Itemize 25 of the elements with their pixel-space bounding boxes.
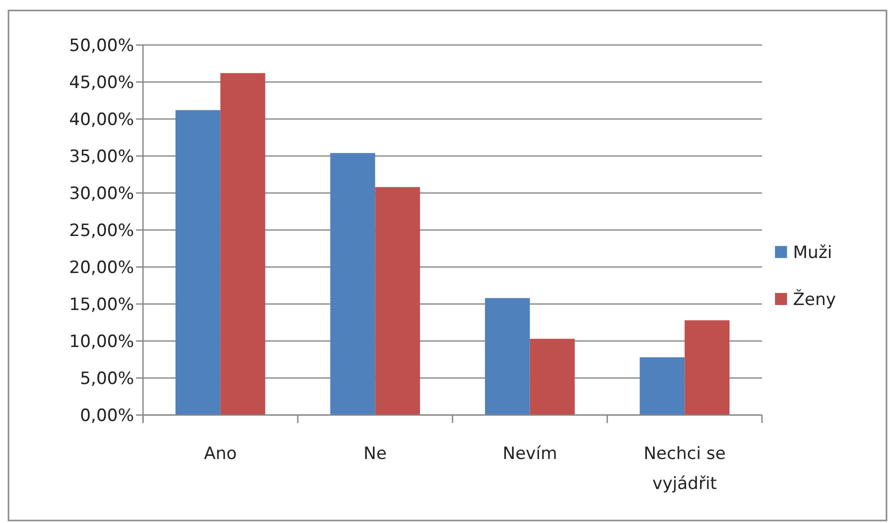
y-tick-label: 45,00% xyxy=(69,72,134,93)
x-tick-label: Ano xyxy=(204,444,237,464)
y-tick-label: 20,00% xyxy=(69,258,134,278)
bar xyxy=(375,187,420,415)
y-tick-label: 50,00% xyxy=(69,36,134,56)
bar xyxy=(175,110,220,415)
y-tick-label: 35,00% xyxy=(69,146,134,167)
x-tick-label: Ne xyxy=(364,444,387,464)
y-tick-label: 5,00% xyxy=(80,368,134,389)
y-tick-label: 25,00% xyxy=(69,220,134,241)
y-tick-label: 40,00% xyxy=(69,110,134,130)
bar xyxy=(640,357,685,415)
bar xyxy=(330,153,376,415)
bar xyxy=(484,298,530,415)
x-tick-label: Nevím xyxy=(502,444,558,464)
y-tick-label: 15,00% xyxy=(69,294,134,315)
bar xyxy=(220,73,266,415)
y-tick-label: 0,00% xyxy=(80,406,134,426)
bar xyxy=(684,320,730,415)
y-tick-label: 10,00% xyxy=(69,332,134,352)
legend-label: Muži xyxy=(793,242,832,263)
bar xyxy=(530,338,575,415)
x-tick-label: Nechci se vyjádřit xyxy=(644,444,726,494)
y-tick-label: 30,00% xyxy=(69,184,134,204)
legend-label: Ženy xyxy=(793,288,836,310)
